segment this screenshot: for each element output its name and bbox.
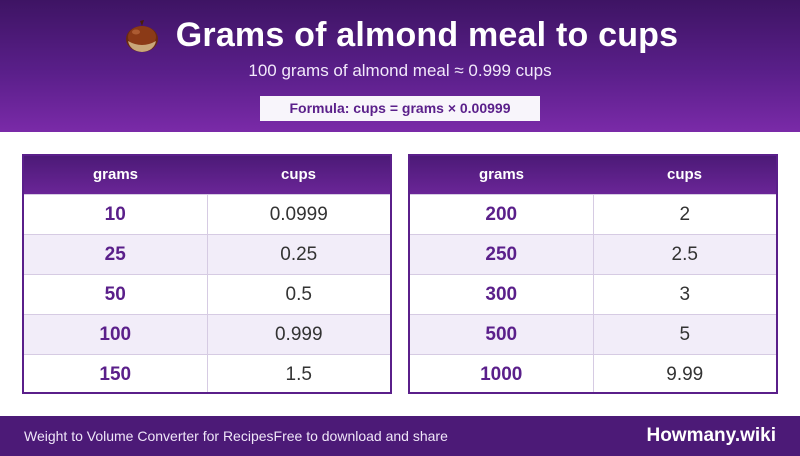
table-row: 300 3 xyxy=(410,274,776,314)
cups-cell: 0.999 xyxy=(274,324,323,345)
cups-cell: 0.25 xyxy=(280,244,318,265)
grams-cell: 300 xyxy=(410,275,594,314)
grams-cell: 100 xyxy=(24,315,208,354)
table-row: 50 0.5 xyxy=(24,274,390,314)
table-row: 200 2 xyxy=(410,194,776,234)
grams-cell: 150 xyxy=(24,355,208,392)
table-row: 1000 9.99 xyxy=(410,354,776,392)
footer-tagline: Weight to Volume Converter for RecipesFr… xyxy=(24,428,448,444)
page-title: Grams of almond meal to cups xyxy=(175,16,679,54)
grams-cell: 1000 xyxy=(410,355,594,392)
table-row: 250 2.5 xyxy=(410,234,776,274)
cups-cell: 0.5 xyxy=(285,284,312,305)
column-header-grams: grams xyxy=(478,166,525,183)
brand-link[interactable]: Howmany.wiki xyxy=(646,425,776,446)
table-row: 150 1.5 xyxy=(24,354,390,392)
conversion-table-right: grams cups 200 2 250 2.5 300 3 500 5 100… xyxy=(408,154,778,394)
cups-cell: 2.5 xyxy=(671,244,698,265)
cups-cell: 5 xyxy=(679,324,691,345)
grams-cell: 500 xyxy=(410,315,594,354)
grams-cell: 200 xyxy=(410,195,594,234)
cups-cell: 9.99 xyxy=(666,364,704,385)
column-header-grams: grams xyxy=(92,166,139,183)
table-row: 10 0.0999 xyxy=(24,194,390,234)
grams-cell: 250 xyxy=(410,235,594,274)
footer-bar: Weight to Volume Converter for RecipesFr… xyxy=(0,416,800,456)
grams-cell: 50 xyxy=(24,275,208,314)
conversion-table-left: grams cups 10 0.0999 25 0.25 50 0.5 100 … xyxy=(22,154,392,394)
formula-badge: Formula: cups = grams × 0.00999 xyxy=(260,96,540,121)
grams-cell: 25 xyxy=(24,235,208,274)
grams-cell: 10 xyxy=(24,195,208,234)
table-header: grams cups xyxy=(410,156,776,194)
cups-cell: 3 xyxy=(679,284,691,305)
column-header-cups: cups xyxy=(666,166,702,183)
page-subtitle: 100 grams of almond meal ≈ 0.999 cups xyxy=(248,61,552,80)
cups-cell: 2 xyxy=(679,204,691,225)
cups-cell: 1.5 xyxy=(285,364,312,385)
column-header-cups: cups xyxy=(280,166,316,183)
cups-cell: 0.0999 xyxy=(269,204,328,225)
table-row: 500 5 xyxy=(410,314,776,354)
table-row: 100 0.999 xyxy=(24,314,390,354)
title-row: Grams of almond meal to cups xyxy=(0,14,800,56)
table-header: grams cups xyxy=(24,156,390,194)
header-banner: Grams of almond meal to cups 100 grams o… xyxy=(0,0,800,132)
table-row: 25 0.25 xyxy=(24,234,390,274)
chestnut-icon xyxy=(125,20,158,52)
